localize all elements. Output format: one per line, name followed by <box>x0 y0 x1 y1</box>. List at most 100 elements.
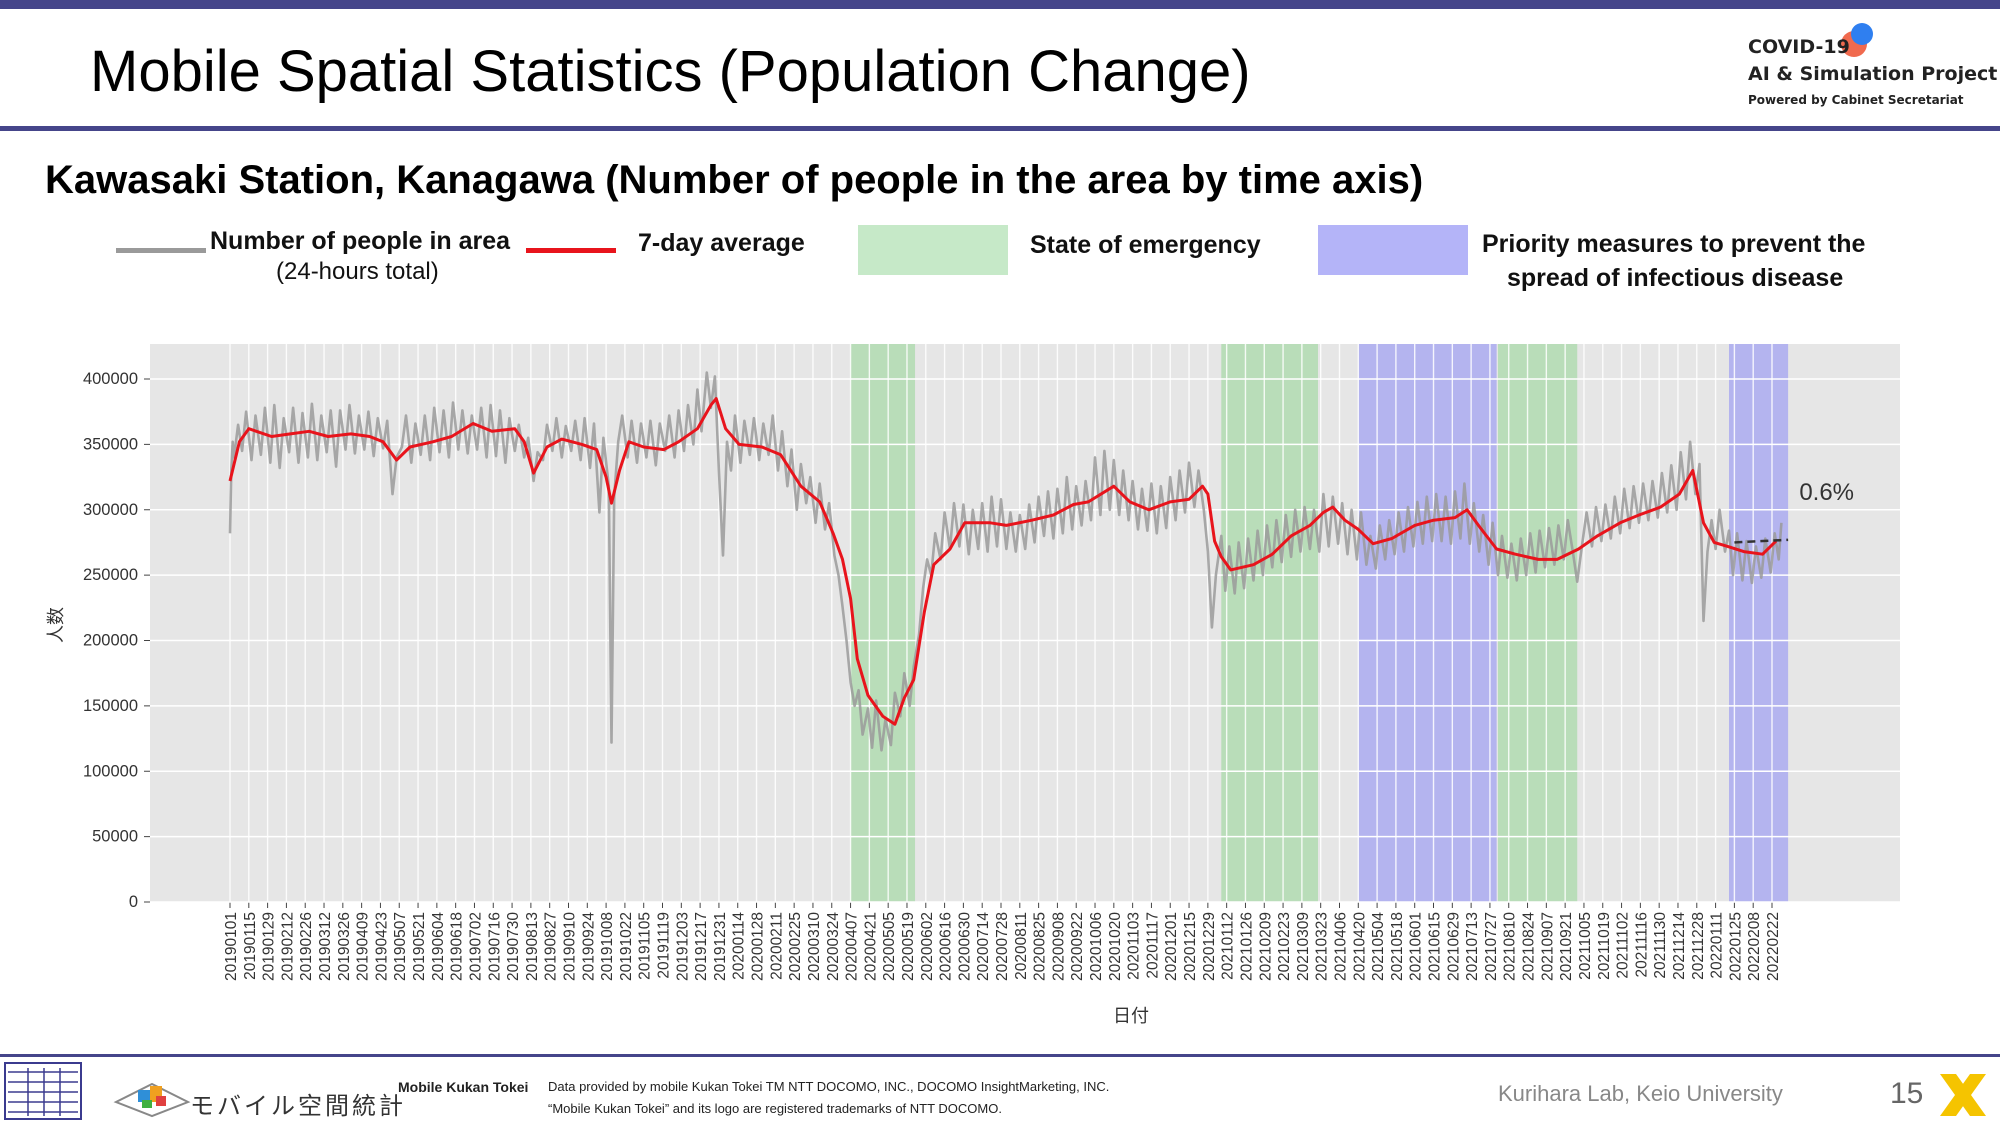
x-tick-label: 20190604 <box>430 912 447 981</box>
x-tick-label: 20200519 <box>900 912 917 981</box>
x-tick-label: 20201006 <box>1088 912 1105 981</box>
x-tick-label: 20210921 <box>1558 912 1575 981</box>
x-tick-label: 20190521 <box>411 912 428 981</box>
logo-line-1: COVID-19 <box>1748 36 1850 58</box>
x-tick-label: 20220111 <box>1709 912 1726 979</box>
x-tick-label: 20210309 <box>1295 912 1312 981</box>
x-tick-label: 20211019 <box>1596 912 1613 980</box>
x-tick-label: 20190910 <box>561 912 578 981</box>
y-axis-label: 人数 <box>46 607 67 643</box>
x-tick-label: 20191119 <box>656 912 673 979</box>
header-rule <box>0 126 2000 131</box>
ai-lab-logo-icon <box>4 1062 82 1120</box>
x-tick-label: 20211214 <box>1671 912 1688 980</box>
x-tick-label: 20200128 <box>750 912 767 981</box>
top-accent-bar <box>0 0 2000 9</box>
shaded-emergency-3 <box>1497 344 1578 902</box>
x-tick-label: 20190212 <box>279 912 296 981</box>
x-tick-label: 20190129 <box>261 912 278 981</box>
x-tick-label: 20191008 <box>599 912 616 981</box>
x-tick-label: 20201229 <box>1201 912 1218 981</box>
x-tick-label: 20210518 <box>1389 912 1406 981</box>
shaded-priority-2 <box>1358 344 1497 902</box>
x-tick-label: 20190226 <box>298 912 315 981</box>
annotation-label: 0.6% <box>1799 479 1854 506</box>
x-tick-label: 20191022 <box>618 912 635 981</box>
chart-subtitle: Kawasaki Station, Kanagawa (Number of pe… <box>45 158 1424 202</box>
y-tick-label: 0 <box>129 893 138 911</box>
x-tick-label: 20210810 <box>1502 912 1519 981</box>
x-tick-label: 20210824 <box>1521 912 1538 981</box>
shaded-emergency-0 <box>850 344 916 902</box>
x-tick-label: 20200505 <box>881 912 898 981</box>
x-tick-label: 20200211 <box>768 912 785 980</box>
x-tick-label: 20210629 <box>1445 912 1462 981</box>
mobile-kukan-logo-icon <box>113 1082 191 1118</box>
x-mark-icon <box>1940 1074 1986 1116</box>
x-tick-label: 20210601 <box>1408 912 1425 981</box>
x-tick-label: 20190618 <box>449 912 466 981</box>
x-tick-label: 20210223 <box>1276 912 1293 981</box>
x-tick-label: 20210713 <box>1464 912 1481 981</box>
x-tick-label: 20211102 <box>1615 912 1632 979</box>
x-tick-label: 20190924 <box>580 912 597 981</box>
y-tick-label: 150000 <box>83 697 138 715</box>
x-tick-label: 20190702 <box>467 912 484 981</box>
legend-avg-label: 7-day average <box>638 229 805 257</box>
x-tick-label: 20211116 <box>1633 912 1650 978</box>
x-tick-label: 20190101 <box>223 912 240 981</box>
y-tick-label: 200000 <box>83 632 138 650</box>
legend-priority-swatch <box>1318 225 1468 275</box>
x-tick-label: 20200714 <box>975 912 992 981</box>
x-tick-label: 20210112 <box>1220 912 1237 980</box>
x-tick-label: 20210126 <box>1238 912 1255 981</box>
x-tick-label: 20190507 <box>392 912 409 981</box>
legend-raw-label: Number of people in area <box>210 227 511 255</box>
x-tick-label: 20210907 <box>1539 912 1556 981</box>
x-tick-label: 20200114 <box>731 912 748 980</box>
legend-priority-label-2: spread of infectious disease <box>1507 264 1844 292</box>
x-tick-label: 20210323 <box>1314 912 1331 981</box>
legend-raw-swatch <box>116 248 206 253</box>
y-tick-label: 250000 <box>83 566 138 584</box>
x-axis-label: 日付 <box>1113 1006 1149 1027</box>
x-tick-label: 20190312 <box>317 912 334 981</box>
x-tick-label: 20210420 <box>1351 912 1368 981</box>
footer-credit-2: “Mobile Kukan Tokei” and its logo are re… <box>548 1101 1002 1116</box>
y-tick-label: 400000 <box>83 370 138 388</box>
x-tick-label: 20200825 <box>1032 912 1049 981</box>
x-tick-label: 20190115 <box>242 912 259 980</box>
x-tick-label: 20200630 <box>956 912 973 981</box>
shaded-priority-4 <box>1729 344 1789 902</box>
x-tick-label: 20201103 <box>1126 912 1143 980</box>
x-tick-label: 20190730 <box>505 912 522 981</box>
logo-dots-icon <box>1841 23 1873 57</box>
footer-credit-1: Data provided by mobile Kukan Tokei TM N… <box>548 1079 1110 1094</box>
x-tick-label: 20190716 <box>486 912 503 981</box>
shaded-emergency-1 <box>1221 344 1318 902</box>
footer-logo-text: モバイル空間統計 <box>190 1093 406 1120</box>
x-tick-label: 20200421 <box>862 912 879 981</box>
population-chart: 20190101 20190115 20190129 20190212 20190226… <box>46 344 1900 1027</box>
y-tick-label: 100000 <box>83 762 138 780</box>
x-tick-label: 20210209 <box>1257 912 1274 981</box>
page-title: Mobile Spatial Statistics (Population Ch… <box>90 39 1251 104</box>
x-tick-label: 20190827 <box>543 912 560 981</box>
x-tick-label: 20210504 <box>1370 912 1387 981</box>
x-tick-label: 20201117 <box>1144 912 1161 979</box>
x-tick-label: 20200602 <box>919 912 936 981</box>
logo-line-3: Powered by Cabinet Secretariat <box>1748 93 1964 107</box>
page-number: 15 <box>1890 1077 1924 1110</box>
x-tick-label: 20200225 <box>787 912 804 981</box>
footer-rule <box>0 1054 2000 1057</box>
footer-brand: Mobile Kukan Tokei <box>398 1079 529 1095</box>
legend-avg-swatch <box>526 248 616 253</box>
x-tick-label: 20200324 <box>825 912 842 981</box>
plot-area <box>150 344 1900 902</box>
x-tick-label: 20191105 <box>637 912 654 980</box>
x-tick-label: 20190423 <box>373 912 390 981</box>
x-tick-label: 20210727 <box>1483 912 1500 981</box>
x-tick-label: 20201020 <box>1107 912 1124 981</box>
x-tick-label: 20201201 <box>1163 912 1180 981</box>
x-tick-label: 20201215 <box>1182 912 1199 981</box>
